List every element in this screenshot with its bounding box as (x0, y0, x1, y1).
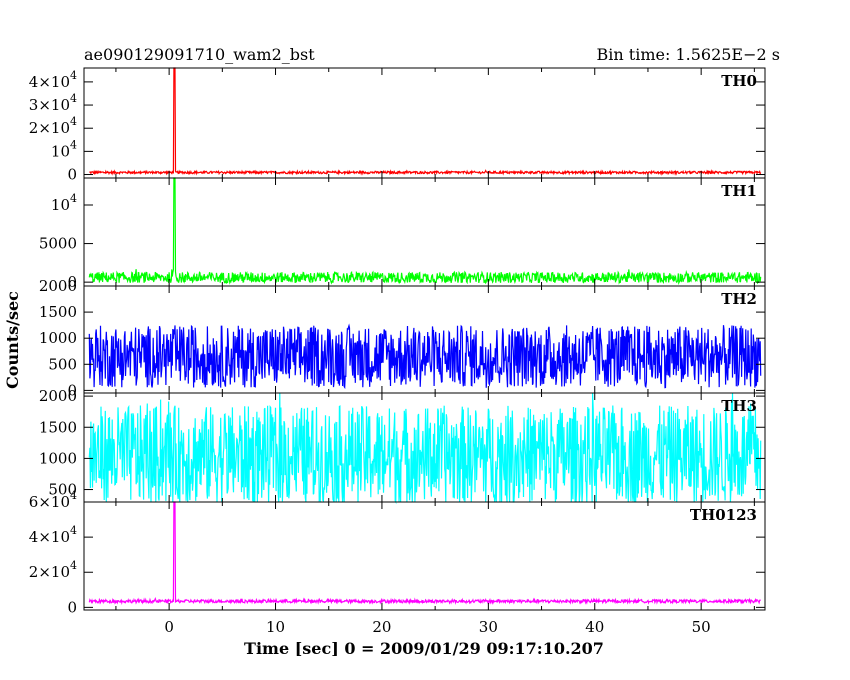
y-tick-label-th3: 1000 (39, 449, 77, 467)
y-tick-label-th0: 3×104 (29, 92, 77, 114)
y-tick-exponent: 4 (70, 192, 77, 205)
x-tick-label: 0 (164, 618, 174, 636)
x-tick-label: 40 (585, 618, 604, 636)
y-tick-exponent: 4 (70, 115, 77, 128)
y-tick-exponent: 4 (70, 524, 77, 537)
series-th1 (88, 177, 762, 286)
y-tick-label-th0123: 6×104 (29, 489, 77, 511)
y-tick-exponent: 4 (70, 559, 77, 572)
panel-label-th2: TH2 (721, 290, 757, 308)
y-tick-label-th0: 4×104 (29, 69, 77, 91)
y-tick-label-th2: 1500 (39, 303, 77, 321)
x-tick-label: 10 (266, 618, 285, 636)
x-tick-label: 20 (372, 618, 391, 636)
chart-title: ae090129091710_wam2_bst (84, 45, 315, 64)
x-tick-label: 30 (479, 618, 498, 636)
y-tick-label-th1: 104 (51, 192, 77, 214)
panel-frame-th0 (83, 67, 766, 179)
y-tick-label-th0123: 4×104 (29, 524, 77, 546)
panel-frame-th1 (83, 177, 766, 287)
series-th2 (88, 323, 762, 390)
y-tick-label-th0123: 2×104 (29, 559, 77, 581)
y-tick-label-th0: 104 (51, 138, 77, 160)
panel-label-th0: TH0 (721, 72, 757, 90)
panel-frame-th0123 (83, 501, 766, 611)
y-axis-title: Counts/sec (3, 291, 22, 389)
y-tick-label-th2: 2000 (39, 277, 77, 295)
y-tick-label-th2: 0 (67, 381, 77, 399)
series-th3 (88, 392, 762, 505)
y-tick-label-th2: 1000 (39, 329, 77, 347)
y-tick-label-th3: 1500 (39, 418, 77, 436)
y-tick-label-th0: 0 (67, 166, 77, 184)
series-th0123 (88, 501, 762, 605)
y-tick-exponent: 4 (70, 92, 77, 105)
y-tick-label-th1: 0 (67, 273, 77, 291)
x-axis-title: Time [sec] 0 = 2009/01/29 09:17:10.207 (244, 639, 604, 658)
y-tick-exponent: 4 (70, 69, 77, 82)
y-tick-label-th1: 5000 (39, 235, 77, 253)
y-tick-exponent: 4 (70, 138, 77, 151)
y-tick-label-th0123: 0 (67, 598, 77, 616)
x-tick-label: 50 (692, 618, 711, 636)
y-tick-exponent: 4 (70, 489, 77, 502)
panel-label-th3: TH3 (721, 397, 757, 415)
series-th0 (89, 67, 762, 176)
y-tick-label-th3: 500 (48, 481, 77, 499)
y-tick-label-th2: 500 (48, 355, 77, 373)
y-tick-label-th3: 2000 (39, 387, 77, 405)
bin-time-label: Bin time: 1.5625E−2 s (597, 45, 780, 64)
y-tick-label-th0: 2×104 (29, 115, 77, 137)
panel-label-th1: TH1 (721, 182, 757, 200)
panel-label-th0123: TH0123 (690, 506, 757, 524)
